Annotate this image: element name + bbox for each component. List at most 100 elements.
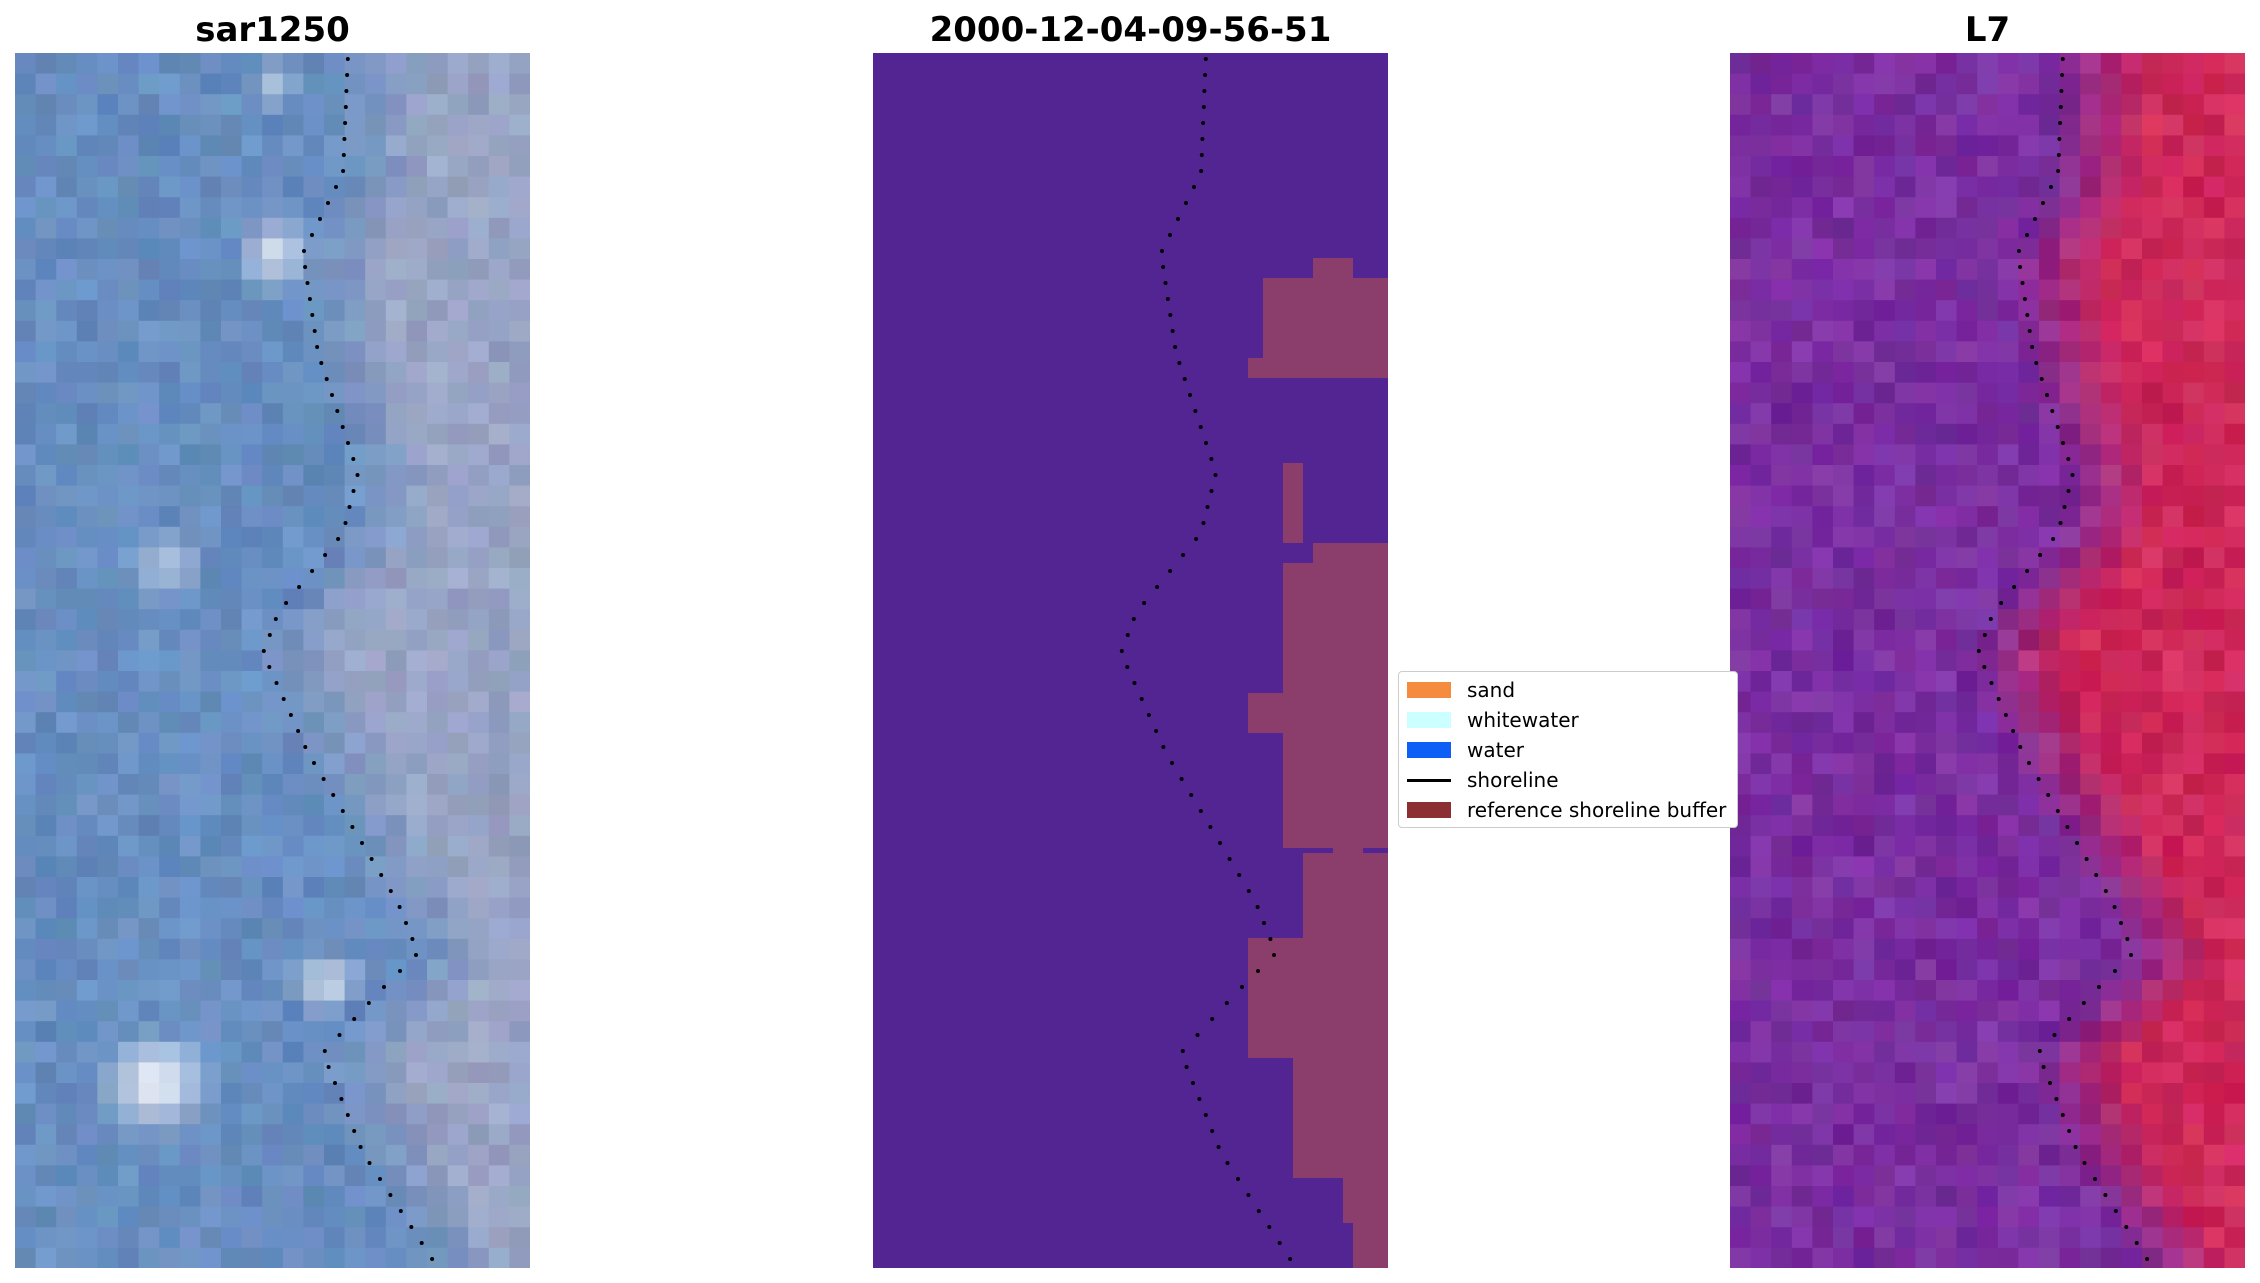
shoreline-point [379,873,384,877]
shoreline-point [2027,329,2032,333]
shoreline-point [1201,121,1206,125]
shoreline-point [310,313,315,317]
shoreline-point [1139,697,1144,701]
shoreline-point [351,457,356,461]
shoreline-point [288,713,293,717]
shoreline-point [2082,1161,2087,1165]
shoreline-point [2075,841,2079,845]
shoreline-point [334,185,338,189]
shoreline-point [318,217,322,221]
legend-item-water: water [1407,735,1524,765]
shoreline-point [345,73,350,77]
shoreline-point [358,1145,363,1149]
shoreline-dots [1119,57,1293,1261]
shoreline-point [382,985,386,989]
shoreline-point [2051,537,2056,541]
shoreline-point [367,1161,372,1165]
shoreline-point [1236,1177,1240,1181]
buffer-block [1343,1178,1388,1223]
classification-image-panel [873,53,1388,1268]
panel-title-l7: L7 [1964,10,2011,50]
shoreline-point [2060,57,2065,61]
shoreline-point [1246,1193,1251,1197]
shoreline-point [2073,1145,2078,1149]
shoreline-point [414,953,418,957]
shoreline-point [1161,745,1166,749]
shoreline-point [388,1193,393,1197]
shoreline-point [1168,313,1173,317]
shoreline-point [2041,201,2045,205]
shoreline-point [2018,745,2023,749]
shoreline-point [1277,1241,1282,1245]
legend-item-shoreline: shoreline [1407,765,1559,795]
shoreline-point [1213,473,1218,477]
shoreline-point [398,1209,403,1213]
shoreline-point [319,361,324,365]
shoreline-point [1288,1257,1293,1261]
shoreline-point [1161,265,1166,269]
shoreline-point [267,633,272,637]
shoreline-point [1204,441,1208,445]
legend-label-reference-buffer: reference shoreline buffer [1467,798,1727,822]
shoreline-point [1201,521,1206,525]
shoreline-point [2057,137,2062,141]
shoreline-point [1203,1113,1208,1117]
shoreline-point [1173,345,1178,349]
shoreline-point [1142,601,1147,605]
shoreline-point [307,297,312,301]
shoreline-point [312,761,316,765]
shoreline-point [1194,537,1199,541]
shoreline-point [1155,585,1160,589]
shoreline-point [315,345,320,349]
shoreline-point [2066,457,2071,461]
shoreline-point [1132,681,1137,685]
shoreline-point [1209,489,1214,493]
shoreline-point [2124,1225,2129,1229]
shoreline-point [1168,569,1173,573]
shoreline-point [1982,633,1987,637]
shoreline-point [346,441,350,445]
shoreline-point [297,585,302,589]
shoreline-point [1195,1033,1200,1037]
shoreline-point [1201,105,1206,109]
shoreline-point [1192,185,1196,189]
shoreline-point [284,601,289,605]
shoreline-point [2113,1209,2118,1213]
shoreline-point [2060,73,2065,77]
shoreline-point [342,137,347,141]
shoreline-point [281,697,286,701]
shoreline-point [1209,457,1214,461]
shoreline-point [2003,713,2008,717]
shoreline-point [397,905,402,909]
buffer-block [1248,693,1288,733]
legend: sand whitewater water shoreline referenc… [1398,671,1738,828]
shoreline-point [1199,169,1204,173]
shoreline-point [2054,1097,2059,1101]
shoreline-point [360,841,364,845]
shoreline-point [2113,969,2117,973]
shoreline-point [398,969,402,973]
shoreline-point [1205,505,1210,509]
shoreline-point [303,265,308,269]
shoreline-point [340,425,345,429]
shoreline-point [1184,201,1188,205]
shoreline-point [310,233,314,237]
shoreline-point [1976,649,1981,653]
shoreline-point [1179,777,1184,781]
buffer-block [1368,318,1388,363]
buffer-block [1303,853,1388,938]
legend-item-reference-buffer: reference shoreline buffer [1407,795,1726,825]
shoreline-point [2038,553,2043,557]
buffer-block [1263,278,1388,378]
shoreline-point [2056,169,2061,173]
shoreline-point [1191,1081,1195,1085]
legend-line-shoreline [1407,778,1451,782]
shoreline-point [350,825,355,829]
shoreline-point [2059,89,2064,93]
shoreline-point [1182,377,1187,381]
shoreline-point [409,1225,414,1229]
shoreline-point [1125,665,1130,669]
panel-title-date: 2000-12-04-09-56-51 [929,10,1332,50]
shoreline-point [2046,793,2051,797]
shoreline-point [2037,1049,2042,1053]
